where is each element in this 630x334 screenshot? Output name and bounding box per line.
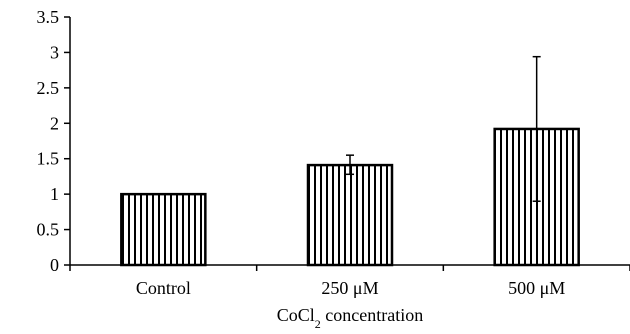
y-tick-label: 2.5 [37, 78, 60, 98]
bar [120, 192, 207, 267]
y-tick-label: 3 [50, 42, 59, 62]
y-tick-label: 2 [50, 113, 59, 133]
category-label: Control [136, 278, 191, 298]
y-tick-label: 3.5 [37, 7, 60, 27]
y-tick-label: 1.5 [37, 149, 60, 169]
bars-layer [120, 127, 580, 267]
x-axis-title: CoCl2 concentration [277, 305, 423, 329]
category-label: 500 μM [508, 278, 565, 298]
category-labels: Control 250 μM 500 μM [136, 278, 565, 298]
y-axis-ticks: 0 0.5 1 1.5 2 2.5 3 3.5 [37, 7, 70, 275]
category-label: 250 μM [321, 278, 378, 298]
y-tick-label: 0 [50, 255, 59, 275]
bar [306, 163, 394, 267]
error-bars-layer [346, 55, 541, 202]
y-tick-label: 0.5 [37, 220, 60, 240]
x-axis-ticks [69, 265, 630, 271]
y-tick-label: 1 [50, 184, 59, 204]
